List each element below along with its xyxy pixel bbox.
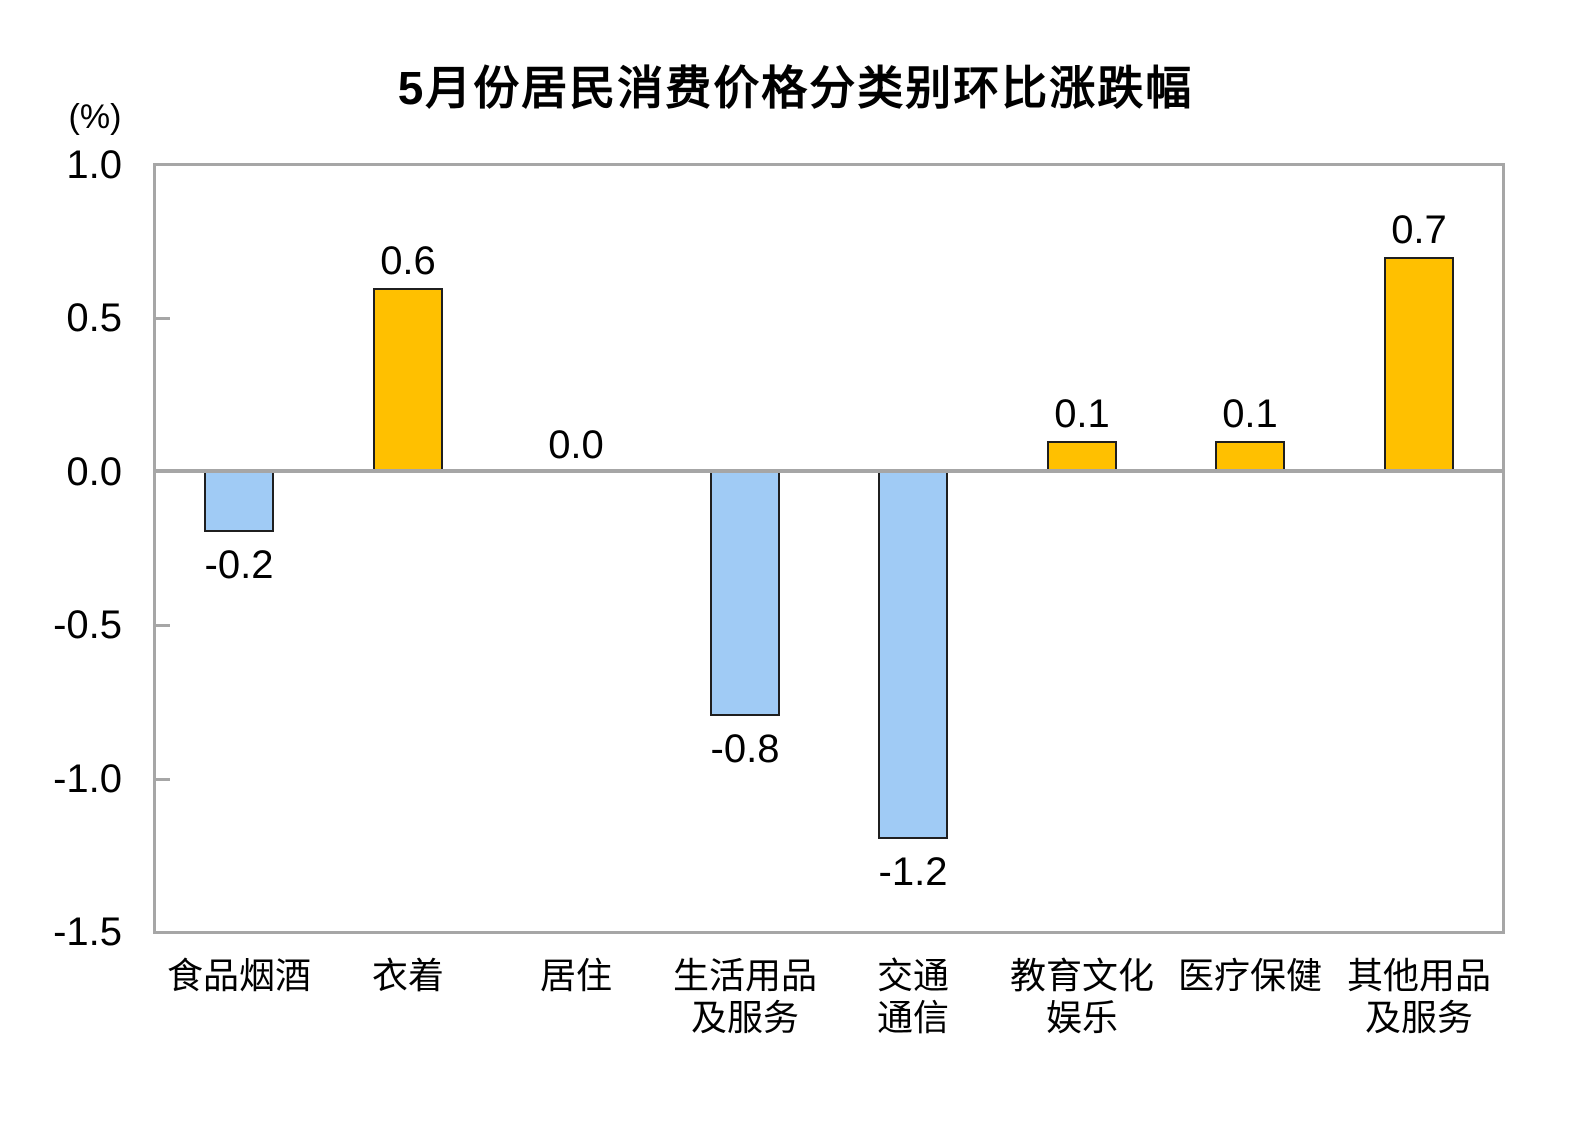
- bar-医疗保健: [1215, 441, 1285, 472]
- bar-value-label: -0.2: [204, 543, 274, 587]
- zero-axis-line: [155, 469, 1503, 473]
- category-label: 食品烟酒: [166, 955, 311, 996]
- bar-食品烟酒: [204, 471, 274, 532]
- chart-title: 5月份居民消费价格分类别环比涨跌幅: [397, 62, 1194, 114]
- y-axis-unit-label: (%): [68, 98, 122, 136]
- bar-value-label: 0.1: [1222, 392, 1278, 436]
- bar-生活用品及服务: [710, 471, 780, 716]
- y-tick-label: 0.0: [66, 450, 122, 494]
- y-tick-label: -1.5: [53, 910, 122, 954]
- y-tick-label: 1.0: [66, 143, 122, 187]
- bar-value-label: -1.2: [878, 850, 948, 894]
- bar-交通通信: [878, 471, 948, 839]
- bar-衣着: [373, 288, 443, 472]
- y-tick-mark: [156, 317, 170, 320]
- category-label: 衣着: [371, 955, 444, 996]
- category-label: 居住: [539, 955, 612, 996]
- category-label: 其他用品 及服务: [1346, 955, 1491, 1038]
- y-tick-label: 0.5: [66, 296, 122, 340]
- bar-其他用品及服务: [1384, 257, 1454, 472]
- bar-value-label: 0.1: [1054, 392, 1110, 436]
- bar-value-label: 0.7: [1391, 208, 1447, 252]
- y-tick-mark: [156, 778, 170, 781]
- category-label: 医疗保健: [1177, 955, 1322, 996]
- bar-value-label: 0.6: [380, 239, 436, 283]
- bar-value-label: -0.8: [710, 727, 780, 771]
- bar-教育文化娱乐: [1047, 441, 1117, 472]
- category-label: 交通 通信: [876, 955, 949, 1038]
- y-tick-label: -0.5: [53, 603, 122, 647]
- category-label: 教育文化 娱乐: [1009, 955, 1154, 1038]
- y-tick-label: -1.0: [53, 757, 122, 801]
- y-tick-mark: [156, 624, 170, 627]
- category-label: 生活用品 及服务: [672, 955, 817, 1038]
- bar-value-label: 0.0: [548, 423, 604, 467]
